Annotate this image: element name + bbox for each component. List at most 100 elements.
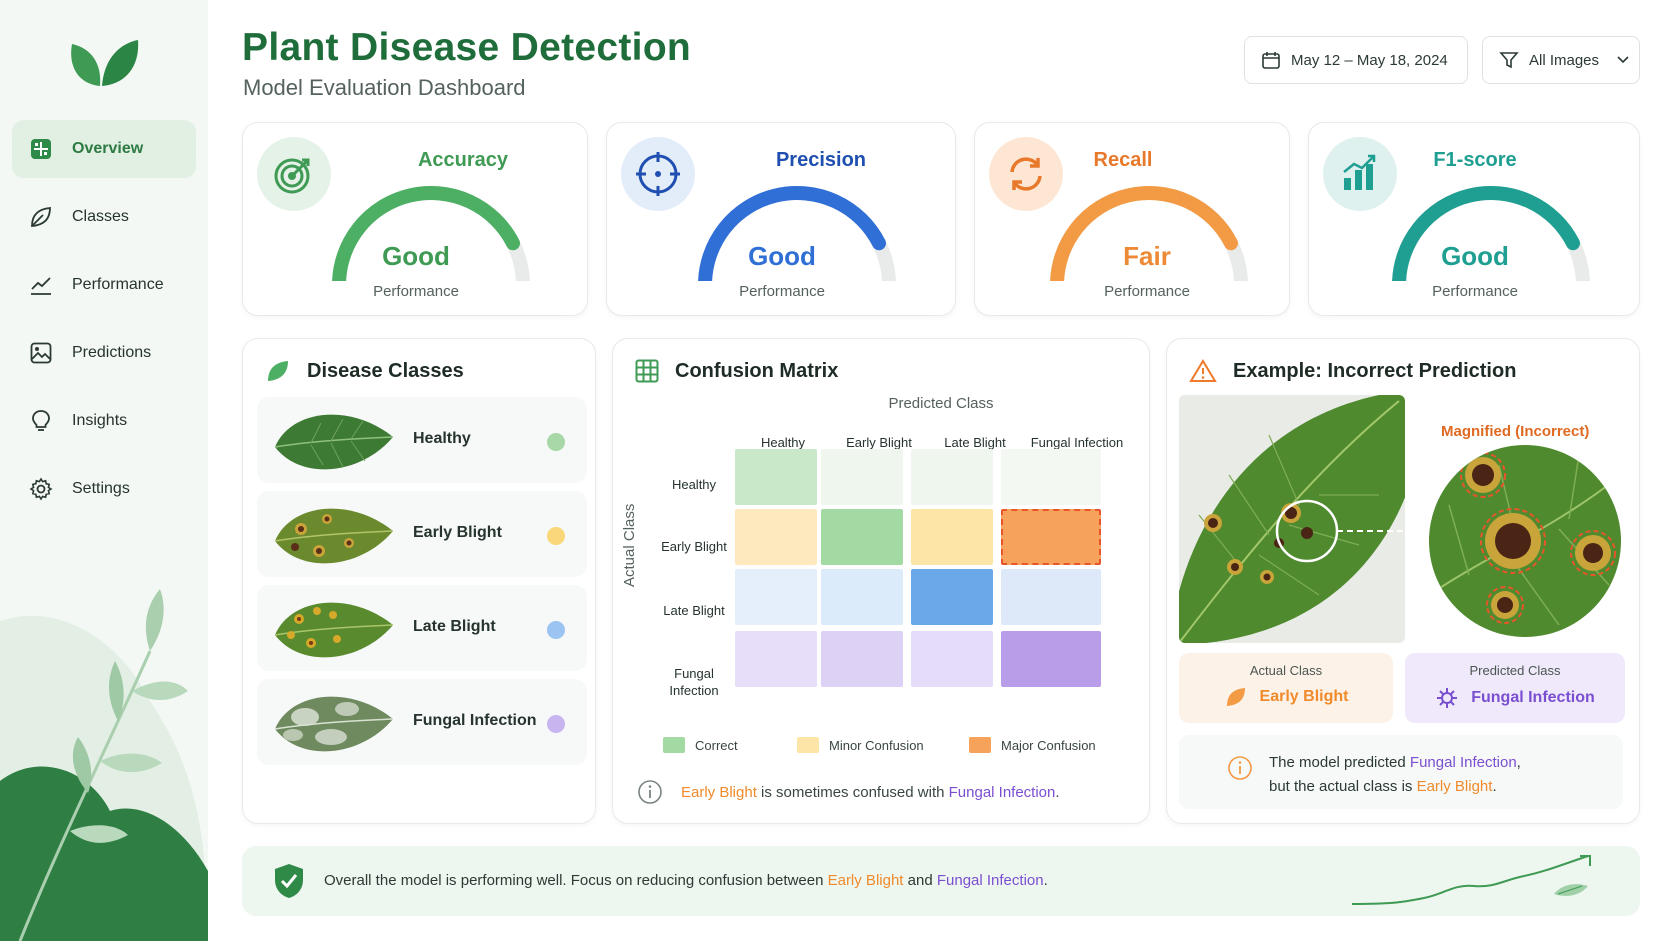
gear-icon: [28, 476, 54, 502]
chevron-down-icon: [1617, 56, 1629, 64]
refresh-icon: [989, 137, 1063, 211]
leaf-icon: [1226, 688, 1245, 706]
metric-card-precision: Precision Good Performance: [606, 122, 956, 316]
matrix-cell[interactable]: [735, 449, 817, 505]
actual-class-text: Early Blight: [1259, 688, 1349, 705]
matrix-row-header: Fungal Infection: [669, 666, 719, 698]
matrix-cell[interactable]: [1001, 509, 1101, 565]
actual-class-box: Actual Class Early Blight: [1179, 653, 1393, 723]
metric-caption: Performance: [739, 283, 825, 300]
matrix-column-header: Early Blight: [846, 435, 912, 450]
matrix-cell[interactable]: [735, 509, 817, 565]
sidebar-item-label: Insights: [72, 412, 128, 429]
sidebar: Overview Classes Performance Predictions…: [0, 0, 208, 941]
disease-classes-title: Disease Classes: [307, 359, 464, 382]
class-name: Healthy: [413, 430, 471, 447]
metric-rating: Good: [1441, 241, 1509, 271]
class-mention: Fungal Infection: [948, 783, 1056, 801]
metric-rating: Good: [748, 241, 816, 271]
legend-swatch: [663, 737, 685, 753]
sidebar-item-label: Predictions: [72, 344, 152, 361]
gauge-fill: [1392, 186, 1580, 281]
leaf-icon: [28, 204, 54, 230]
class-color-dot: [547, 527, 565, 545]
matrix-cell[interactable]: [821, 449, 903, 505]
image-filter-dropdown[interactable]: All Images: [1482, 36, 1640, 84]
sidebar-item-insights[interactable]: Insights: [12, 392, 196, 450]
gauge-fill: [1050, 186, 1238, 281]
matrix-cell[interactable]: [911, 569, 993, 625]
legend-swatch: [969, 737, 991, 753]
metric-card-accuracy: Accuracy Good Performance: [242, 122, 588, 316]
matrix-cell[interactable]: [911, 631, 993, 687]
confusion-note: Early Blight is sometimes confused with …: [637, 779, 1060, 805]
matrix-cell[interactable]: [735, 631, 817, 687]
incorrect-prediction-panel: Example: Incorrect Prediction Magnified …: [1166, 338, 1640, 824]
metric-name: Recall: [1093, 149, 1153, 171]
note-text: ,: [1516, 754, 1521, 771]
matrix-cell[interactable]: [735, 569, 817, 625]
sidebar-nav: Overview Classes Performance Predictions…: [12, 120, 196, 528]
legend-item: Correct: [663, 737, 738, 753]
sidebar-item-settings[interactable]: Settings: [12, 460, 196, 518]
matrix-column-header: Fungal Infection: [1030, 435, 1124, 450]
sidebar-item-predictions[interactable]: Predictions: [12, 324, 196, 382]
date-range-label: May 12 – May 18, 2024: [1291, 51, 1448, 69]
matrix-cell[interactable]: [821, 631, 903, 687]
class-color-dot: [547, 715, 565, 733]
leaf-icon: [268, 361, 288, 381]
note-text: The model predicted: [1269, 754, 1410, 771]
class-row-fungal-infection[interactable]: Fungal Infection: [257, 679, 587, 765]
page-title: Plant Disease Detection: [242, 26, 692, 69]
crosshair-icon: [621, 137, 695, 211]
sidebar-item-label: Overview: [72, 140, 144, 157]
date-range-picker[interactable]: May 12 – May 18, 2024: [1244, 36, 1468, 84]
actual-class-value: Early Blight: [1179, 686, 1393, 708]
actual-class-axis-label: Actual Class: [621, 503, 638, 587]
class-row-early-blight[interactable]: Early Blight: [257, 491, 587, 577]
matrix-cell[interactable]: [1001, 569, 1101, 625]
grid-icon: [28, 136, 54, 162]
disease-classes-panel: Disease Classes Healthy Early Blight: [242, 338, 596, 824]
summary-text: Overall the model is performing well. Fo…: [324, 872, 1048, 889]
metric-name: F1-score: [1433, 149, 1517, 171]
sidebar-item-overview[interactable]: Overview: [12, 120, 196, 178]
class-mention: Fungal Infection: [936, 872, 1044, 889]
predicted-class-box: Predicted Class Fungal Infection: [1405, 653, 1625, 723]
legend-swatch: [797, 737, 819, 753]
sidebar-item-performance[interactable]: Performance: [12, 256, 196, 314]
early-blight-leaf-image: [274, 508, 394, 564]
accuracy-gauge: [332, 186, 530, 281]
bar-chart-icon: [1323, 137, 1397, 211]
matrix-cell[interactable]: [1001, 449, 1101, 505]
matrix-cell[interactable]: [911, 449, 993, 505]
metric-card-f1-score: F1-score Good Performance: [1308, 122, 1640, 316]
page-subtitle: Model Evaluation Dashboard: [243, 75, 526, 100]
matrix-cell[interactable]: [821, 569, 903, 625]
matrix-column-header: Healthy: [760, 435, 806, 450]
filter-label: All Images: [1529, 51, 1600, 69]
image-icon: [28, 340, 54, 366]
matrix-cell[interactable]: [1001, 631, 1101, 687]
metric-caption: Performance: [1104, 283, 1190, 300]
predicted-class-text: Fungal Infection: [1471, 689, 1595, 706]
leaf-photo: [1179, 395, 1405, 643]
recall-gauge: [1050, 186, 1248, 281]
matrix-cell[interactable]: [911, 509, 993, 565]
class-row-late-blight[interactable]: Late Blight: [257, 585, 587, 671]
sidebar-item-label: Performance: [72, 276, 164, 293]
class-row-healthy[interactable]: Healthy: [257, 397, 587, 483]
f1-score-gauge: [1392, 186, 1590, 281]
shield-check-icon: [275, 864, 303, 898]
note-text: Overall the model is performing well. Fo…: [324, 872, 828, 889]
class-name: Late Blight: [413, 618, 496, 635]
gauge-fill: [332, 186, 520, 281]
note-text: .: [1492, 778, 1497, 795]
warning-icon: [1189, 359, 1217, 382]
virus-icon: [1437, 688, 1458, 708]
note-text: and: [903, 872, 937, 889]
growth-sprout-icon: [1351, 855, 1591, 905]
sidebar-item-classes[interactable]: Classes: [12, 188, 196, 246]
section-header: Disease Classes: [265, 359, 464, 383]
matrix-cell[interactable]: [821, 509, 903, 565]
